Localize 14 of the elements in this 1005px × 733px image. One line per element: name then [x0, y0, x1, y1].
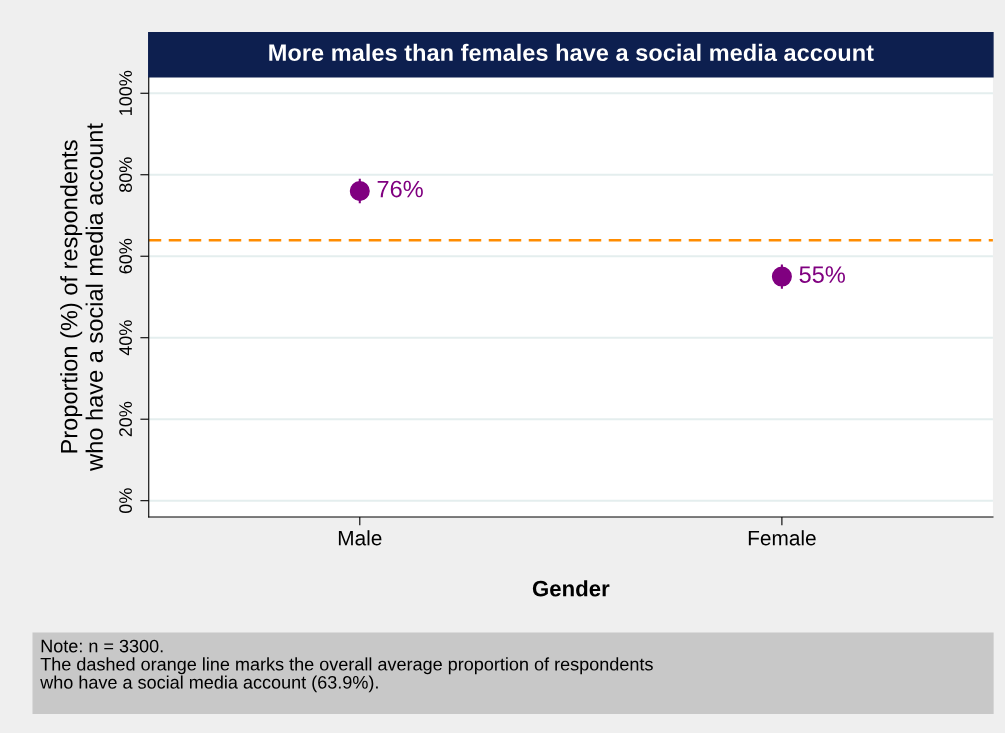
- y-tick-label: 100%: [119, 70, 132, 115]
- y-axis-title: Proportion (%) of respondents who have a social media account: [60, 123, 103, 471]
- y-tick-label: 80%: [119, 157, 132, 193]
- chart-title: More males than females have a social media account: [269, 43, 874, 62]
- x-tick-label: Female: [748, 530, 816, 546]
- x-axis-title: Gender: [532, 580, 610, 597]
- y-tick-label: 40%: [119, 320, 132, 356]
- data-label: 76%: [377, 180, 423, 198]
- y-tick-label: 0%: [119, 488, 132, 514]
- text: Note: n = 3300. The dashed orange line marks the overall average proportion of respondents who have a social media account (63.9%).: [40, 639, 653, 693]
- y-tick-label: 20%: [119, 401, 132, 437]
- x-tick-label: Male: [338, 530, 382, 546]
- y-tick-label: 60%: [119, 238, 132, 274]
- data-label: 55%: [799, 266, 845, 283]
